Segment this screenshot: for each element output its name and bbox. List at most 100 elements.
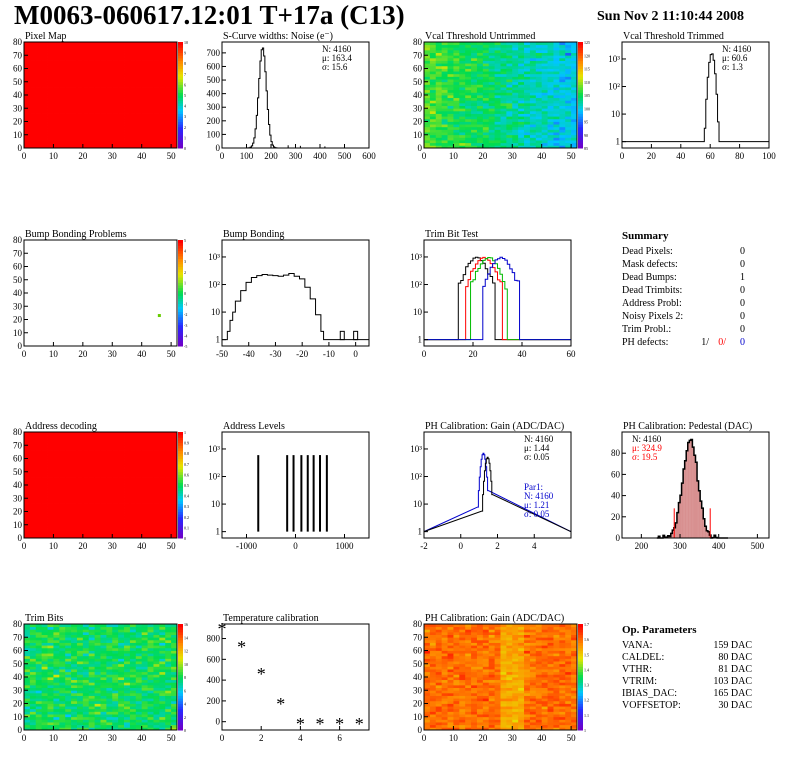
z-tick-label: 10 bbox=[184, 662, 188, 667]
heat-cell bbox=[47, 690, 54, 694]
heat-cell bbox=[435, 84, 443, 88]
heat-cell bbox=[59, 506, 66, 510]
heat-cell bbox=[171, 703, 178, 707]
y-tick-label: 60 bbox=[413, 64, 423, 74]
heat-cell bbox=[471, 42, 478, 46]
palette-cell bbox=[578, 60, 583, 64]
heat-cell bbox=[24, 102, 31, 106]
heat-cell bbox=[153, 47, 160, 51]
heat-cell bbox=[476, 89, 484, 93]
heat-cell bbox=[141, 669, 148, 673]
x-tick-label: 20 bbox=[78, 151, 88, 161]
heat-cell bbox=[147, 140, 154, 144]
heat-cell bbox=[35, 55, 43, 59]
heat-cell bbox=[147, 434, 154, 438]
heat-cell bbox=[59, 140, 66, 144]
heat-cell bbox=[88, 624, 96, 628]
heat-cell bbox=[429, 142, 437, 146]
z-tick-label: 0.8 bbox=[184, 451, 189, 456]
heat-cell bbox=[88, 145, 96, 149]
heat-cell bbox=[553, 55, 560, 59]
y-tick-label: 30 bbox=[13, 685, 23, 695]
y-tick-label: 1 bbox=[418, 335, 423, 345]
heat-cell bbox=[135, 477, 143, 481]
heat-cell bbox=[53, 63, 60, 67]
heat-cell bbox=[53, 97, 60, 101]
heat-cell bbox=[47, 47, 54, 51]
heat-cell bbox=[529, 49, 537, 53]
heat-cell bbox=[88, 719, 96, 723]
heat-cell bbox=[100, 432, 107, 436]
heat-cell bbox=[453, 84, 460, 88]
x-tick-label: 50 bbox=[167, 151, 177, 161]
heat-cell bbox=[506, 142, 513, 146]
heat-cell bbox=[129, 530, 137, 534]
heat-cell bbox=[494, 84, 501, 88]
heat-cell bbox=[429, 716, 437, 720]
heat-cell bbox=[482, 57, 490, 61]
heat-cell bbox=[441, 711, 448, 715]
heat-cell bbox=[24, 439, 31, 443]
heat-cell bbox=[124, 97, 131, 101]
heat-cell bbox=[65, 658, 72, 662]
heat-cell bbox=[71, 508, 78, 512]
heat-cell bbox=[71, 490, 78, 494]
heat-cell bbox=[53, 626, 60, 630]
heat-cell bbox=[100, 95, 107, 99]
heat-cell bbox=[459, 102, 466, 106]
heat-cell bbox=[171, 121, 178, 125]
heat-cell bbox=[94, 642, 101, 646]
heat-cell bbox=[141, 102, 148, 106]
heat-cell bbox=[59, 485, 66, 489]
heat-cell bbox=[171, 81, 178, 85]
heat-cell bbox=[112, 44, 119, 48]
heat-cell bbox=[424, 129, 431, 133]
heat-cell bbox=[53, 434, 60, 438]
heat-cell bbox=[453, 60, 460, 64]
heat-cell bbox=[24, 129, 31, 133]
heat-cell bbox=[512, 137, 519, 141]
heat-cell bbox=[129, 461, 137, 465]
heat-cell bbox=[41, 679, 48, 683]
heat-cell bbox=[171, 692, 178, 696]
z-tick-label: 100 bbox=[584, 106, 590, 111]
heat-cell bbox=[88, 466, 96, 470]
heat-cell bbox=[76, 447, 84, 451]
heat-cell bbox=[76, 503, 84, 507]
heat-cell bbox=[29, 666, 37, 670]
x-tick-label: 30 bbox=[108, 733, 118, 743]
palette-cell bbox=[178, 516, 183, 520]
heat-cell bbox=[53, 482, 60, 486]
heat-cell bbox=[471, 71, 478, 75]
heat-cell bbox=[524, 95, 531, 99]
heat-cell bbox=[100, 498, 107, 502]
heat-cell bbox=[541, 140, 548, 144]
series-black bbox=[424, 256, 571, 341]
heat-cell bbox=[41, 100, 48, 104]
palette-cell bbox=[178, 495, 183, 499]
heat-cell bbox=[29, 719, 37, 723]
heat-cell bbox=[171, 714, 178, 718]
heat-cell bbox=[535, 63, 543, 67]
heat-cell bbox=[488, 140, 496, 144]
heat-cell bbox=[41, 76, 48, 80]
heat-cell bbox=[141, 527, 148, 531]
heat-cell bbox=[441, 703, 448, 707]
heat-cell bbox=[553, 73, 560, 77]
heat-cell bbox=[129, 684, 137, 688]
heat-cell bbox=[153, 68, 160, 72]
heat-cell bbox=[88, 458, 96, 462]
heat-cell bbox=[124, 535, 131, 539]
heat-cell bbox=[171, 527, 178, 531]
heat-cell bbox=[147, 719, 154, 723]
heat-cell bbox=[153, 631, 160, 635]
heat-cell bbox=[476, 47, 484, 51]
palette-cell bbox=[178, 343, 183, 347]
heat-cell bbox=[147, 684, 154, 688]
heat-cell bbox=[529, 124, 537, 128]
heat-cell bbox=[129, 132, 137, 136]
heat-cell bbox=[429, 137, 437, 141]
palette-cell bbox=[578, 42, 583, 46]
heat-cell bbox=[441, 140, 448, 144]
heat-cell bbox=[147, 63, 154, 67]
